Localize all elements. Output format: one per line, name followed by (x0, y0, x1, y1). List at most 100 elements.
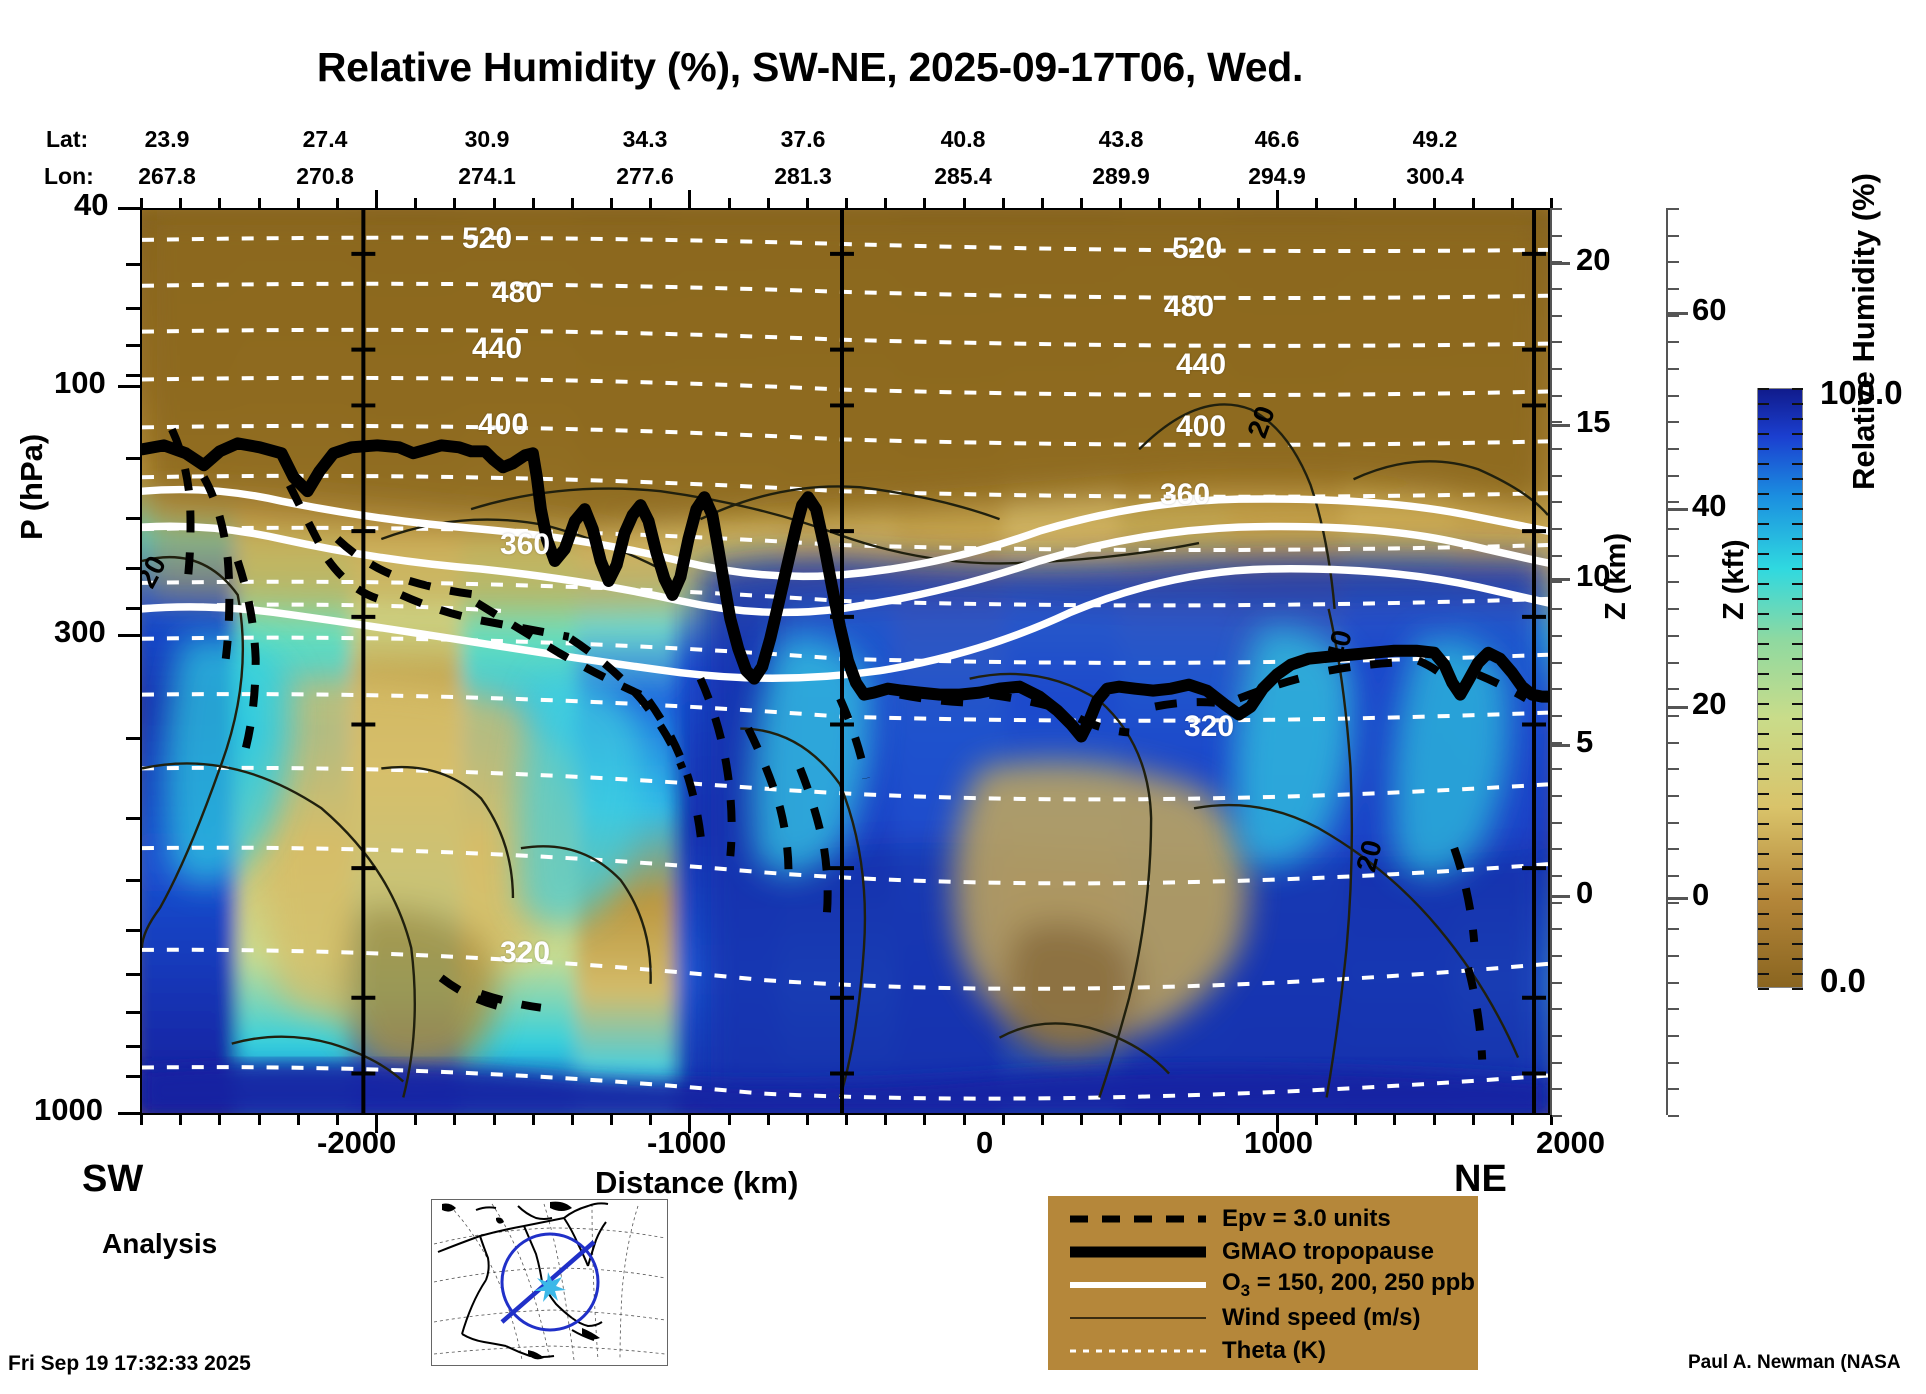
x-axis-tickmark-36 (1550, 1115, 1553, 1125)
colorbar-tick-15-right (1792, 613, 1803, 615)
z-km-tickmark-0 (1552, 895, 1570, 898)
colorbar-tick-29-right (1792, 823, 1803, 825)
lat-row: Lat: (46, 126, 88, 153)
legend-row-1: GMAO tropopause (1048, 1235, 1478, 1268)
colorbar-tick-19-right (1792, 673, 1803, 675)
z-kft-tickmark-40 (1668, 508, 1688, 511)
x-axis-tick-0: 0 (976, 1125, 994, 1160)
z-km-tick-10: 10 (1576, 558, 1611, 593)
y-axis-left-tick-100: 100 (54, 365, 106, 400)
locator-map[interactable] (431, 1199, 668, 1366)
page-title: Relative Humidity (%), SW-NE, 2025-09-17… (316, 44, 1304, 90)
y-axis-left-tickmark-13 (126, 879, 140, 882)
x-axis-top-tickmark-30 (1315, 198, 1318, 208)
x-axis-top-tickmark-18 (845, 198, 848, 208)
z-km-minor-tick-28 (1552, 954, 1562, 957)
colorbar-tick-11-right (1792, 553, 1803, 555)
z-kft-minor-tick-1 (1668, 234, 1679, 237)
x-axis-tickmark-12 (610, 1115, 613, 1125)
z-kft-minor-tick-20 (1668, 741, 1679, 744)
z-km-tickmark-20 (1552, 262, 1570, 265)
colorbar-max-label: 100.0 (1820, 374, 1903, 411)
colorbar-tick-5-right (1792, 463, 1803, 465)
z-kft-minor-tick-23 (1668, 821, 1679, 824)
x-axis-tickmark-1 (179, 1115, 183, 1125)
z-km-minor-tick-32 (1552, 1061, 1562, 1064)
x-axis-top-tickmark-24 (1080, 198, 1083, 208)
x-axis-top-tickmark-6 (375, 190, 378, 208)
x-axis-top-tickmark-36 (1550, 198, 1553, 208)
lon-value-2: 274.1 (458, 163, 516, 189)
z-kft-minor-tick-6 (1668, 368, 1679, 371)
colorbar-tick-7-right (1792, 493, 1803, 495)
z-kft-minor-tick-18 (1668, 688, 1679, 691)
y-axis-left-tickmark-2 (126, 307, 140, 310)
z-kft-minor-tick-4 (1668, 314, 1679, 317)
colorbar-tick-20-left (1758, 688, 1769, 690)
x-axis-top-tickmark-23 (1040, 198, 1044, 208)
x-axis-top-tickmark-17 (805, 198, 809, 208)
z-km-minor-tick-6 (1552, 368, 1562, 371)
colorbar-tick-1-right (1792, 403, 1803, 405)
z-kft-minor-tick-34 (1668, 1115, 1679, 1117)
colorbar-tick-29-left (1758, 823, 1769, 825)
z-kft-minor-tick-19 (1668, 714, 1679, 717)
x-axis-top-tickmark-5 (335, 198, 339, 208)
lon-value-6: 289.9 (1092, 163, 1150, 189)
x-axis-top-tickmark-12 (610, 198, 613, 208)
z-km-minor-tick-2 (1552, 261, 1562, 264)
x-axis-top-tickmark-31 (1354, 198, 1358, 208)
colorbar-tick-25-right (1792, 763, 1803, 765)
z-kft-tick-60: 60 (1692, 292, 1727, 327)
y-axis-left-label: P (hPa) (14, 433, 49, 540)
x-axis-top-tickmark-10 (531, 198, 535, 208)
colorbar-tick-18-left (1758, 658, 1769, 660)
colorbar-tick-8-left (1758, 508, 1769, 510)
colorbar-tick-22-right (1792, 718, 1803, 720)
colorbar-tick-26-right (1792, 778, 1803, 780)
x-axis-top-tickmark-2 (218, 198, 222, 208)
endpoint-label-sw: SW (82, 1158, 144, 1200)
z-kft-tickmark-60 (1668, 312, 1688, 315)
y-axis-left-tickmark-5 (118, 385, 140, 388)
theta-label-480-left: 480 (492, 276, 543, 309)
x-axis-tickmark-20 (923, 1115, 927, 1125)
y-axis-left-tick-40: 40 (74, 187, 109, 222)
colorbar-tick-40-right (1792, 988, 1803, 990)
y-axis-left-tickmark-3 (126, 344, 140, 347)
z-kft-minor-tick-31 (1668, 1034, 1679, 1037)
colorbar-tick-13-left (1758, 583, 1769, 585)
x-axis-top-tickmark-4 (296, 198, 300, 208)
lon-value-7: 294.9 (1248, 163, 1306, 189)
lon-value-5: 285.4 (934, 163, 992, 189)
z-km-minor-tick-14 (1552, 581, 1562, 584)
colorbar-tick-40-left (1758, 988, 1769, 990)
colorbar-tick-31-right (1792, 853, 1803, 855)
colorbar-tick-9-right (1792, 523, 1803, 525)
z-km-axis (1550, 208, 1552, 1115)
colorbar-tick-6-left (1758, 478, 1769, 480)
cross-section-plot[interactable]: 520 480 440 400 360 320 520 480 440 400 … (140, 208, 1550, 1115)
x-axis-tickmark-27 (1197, 1115, 1201, 1125)
z-km-minor-tick-23 (1552, 821, 1562, 824)
theta-label-360-right: 360 (1160, 478, 1211, 511)
z-km-tick-15: 15 (1576, 404, 1611, 439)
colorbar-tick-20-right (1792, 688, 1803, 690)
colorbar-tick-28-left (1758, 808, 1769, 810)
x-axis-top-tickmark-1 (179, 198, 183, 208)
x-axis-tickmark-6 (375, 1115, 378, 1133)
colorbar-min-label: 0.0 (1820, 962, 1866, 999)
y-axis-left-tickmark-0 (118, 207, 140, 210)
colorbar-tick-17-left (1758, 643, 1769, 645)
colorbar-tick-33-right (1792, 883, 1803, 885)
z-kft-minor-tick-33 (1668, 1088, 1679, 1091)
x-axis-top-tickmark-3 (257, 198, 261, 208)
z-km-minor-tick-34 (1552, 1115, 1562, 1117)
y-axis-left-tickmark-18 (126, 1075, 140, 1078)
z-km-minor-tick-3 (1552, 288, 1562, 291)
legend-swatch-dotted-white-icon (1068, 1340, 1208, 1362)
z-kft-minor-tick-26 (1668, 901, 1679, 904)
z-km-minor-tick-19 (1552, 714, 1562, 717)
colorbar-tick-36-left (1758, 928, 1769, 930)
x-axis-top-tickmark-9 (492, 198, 496, 208)
